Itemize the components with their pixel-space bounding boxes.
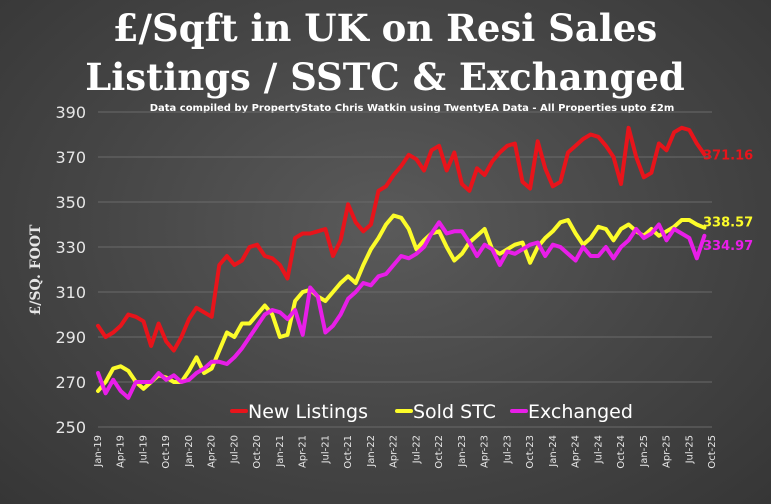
legend-label: Exchanged: [528, 401, 633, 423]
x-tick-label: Jul-19: [138, 435, 149, 464]
x-tick-label: Oct-21: [343, 435, 354, 469]
legend-label: Sold STC: [413, 401, 496, 423]
x-tick-label: Oct-24: [616, 435, 627, 469]
x-tick-label: Jan-19: [93, 435, 104, 468]
x-tick-label: Jul-22: [411, 435, 422, 464]
y-tick-label: 250: [55, 418, 86, 437]
chart-title-line1: £/Sqft in UK on Resi Sales: [113, 6, 658, 50]
x-tick-label: Jan-20: [184, 435, 195, 468]
y-axis-ticks: 250 270 290 310 330 350 370 390: [55, 103, 86, 437]
x-tick-label: Oct-23: [525, 435, 536, 469]
x-tick-label: Jul-25: [684, 435, 695, 464]
series-end-label: 334.97: [703, 239, 753, 254]
x-tick-label: Jan-22: [366, 435, 377, 468]
x-tick-label: Oct-22: [434, 435, 445, 469]
x-tick-label: Apr-23: [480, 435, 491, 468]
x-tick-label: Jul-20: [229, 435, 240, 464]
series-line: [96, 213, 707, 393]
x-tick-label: Jan-23: [457, 435, 468, 468]
x-tick-label: Jul-23: [502, 435, 513, 464]
x-tick-label: Jul-21: [320, 435, 331, 464]
series-end-label: 338.57: [703, 216, 753, 231]
end-labels: 371.16 338.57 334.97: [703, 148, 753, 253]
chart-subtitle: Data compiled by PropertyStato Chris Wat…: [150, 103, 675, 114]
x-tick-label: Jan-24: [548, 435, 559, 468]
y-tick-label: 290: [55, 328, 86, 347]
legend-label: New Listings: [248, 401, 368, 423]
y-tick-label: 390: [55, 103, 86, 122]
x-tick-label: Apr-20: [207, 435, 218, 468]
x-tick-label: Apr-22: [389, 435, 400, 468]
x-tick-label: Apr-21: [298, 435, 309, 468]
x-tick-label: Jan-25: [639, 435, 650, 468]
y-tick-label: 310: [55, 283, 86, 302]
series-line: [96, 125, 707, 353]
x-tick-label: Oct-19: [161, 435, 172, 469]
series-line: [96, 220, 707, 400]
x-tick-label: Apr-24: [571, 435, 582, 468]
chart-title-line2: Listings / SSTC & Exchanged: [85, 55, 685, 99]
y-tick-label: 270: [55, 373, 86, 392]
x-tick-label: Apr-25: [662, 435, 673, 468]
grid-lines: [98, 111, 712, 428]
x-tick-label: Jul-24: [593, 435, 604, 464]
x-axis-ticks: Jan-19 Apr-19 Jul-19 Oct-19 Jan-20 Apr-20 Jul-…: [93, 435, 718, 469]
series-lines: [96, 125, 707, 400]
y-axis-label: £/SQ. FOOT: [28, 224, 44, 316]
y-tick-label: 350: [55, 193, 86, 212]
x-tick-label: Jan-21: [275, 435, 286, 468]
x-tick-label: Oct-25: [707, 435, 718, 469]
y-tick-label: 370: [55, 148, 86, 167]
legend: New Listings Sold STC Exchanged: [230, 401, 633, 423]
y-tick-label: 330: [55, 238, 86, 257]
series-end-label: 371.16: [703, 148, 753, 163]
x-tick-label: Oct-20: [252, 435, 263, 469]
x-tick-label: Apr-19: [116, 435, 127, 468]
